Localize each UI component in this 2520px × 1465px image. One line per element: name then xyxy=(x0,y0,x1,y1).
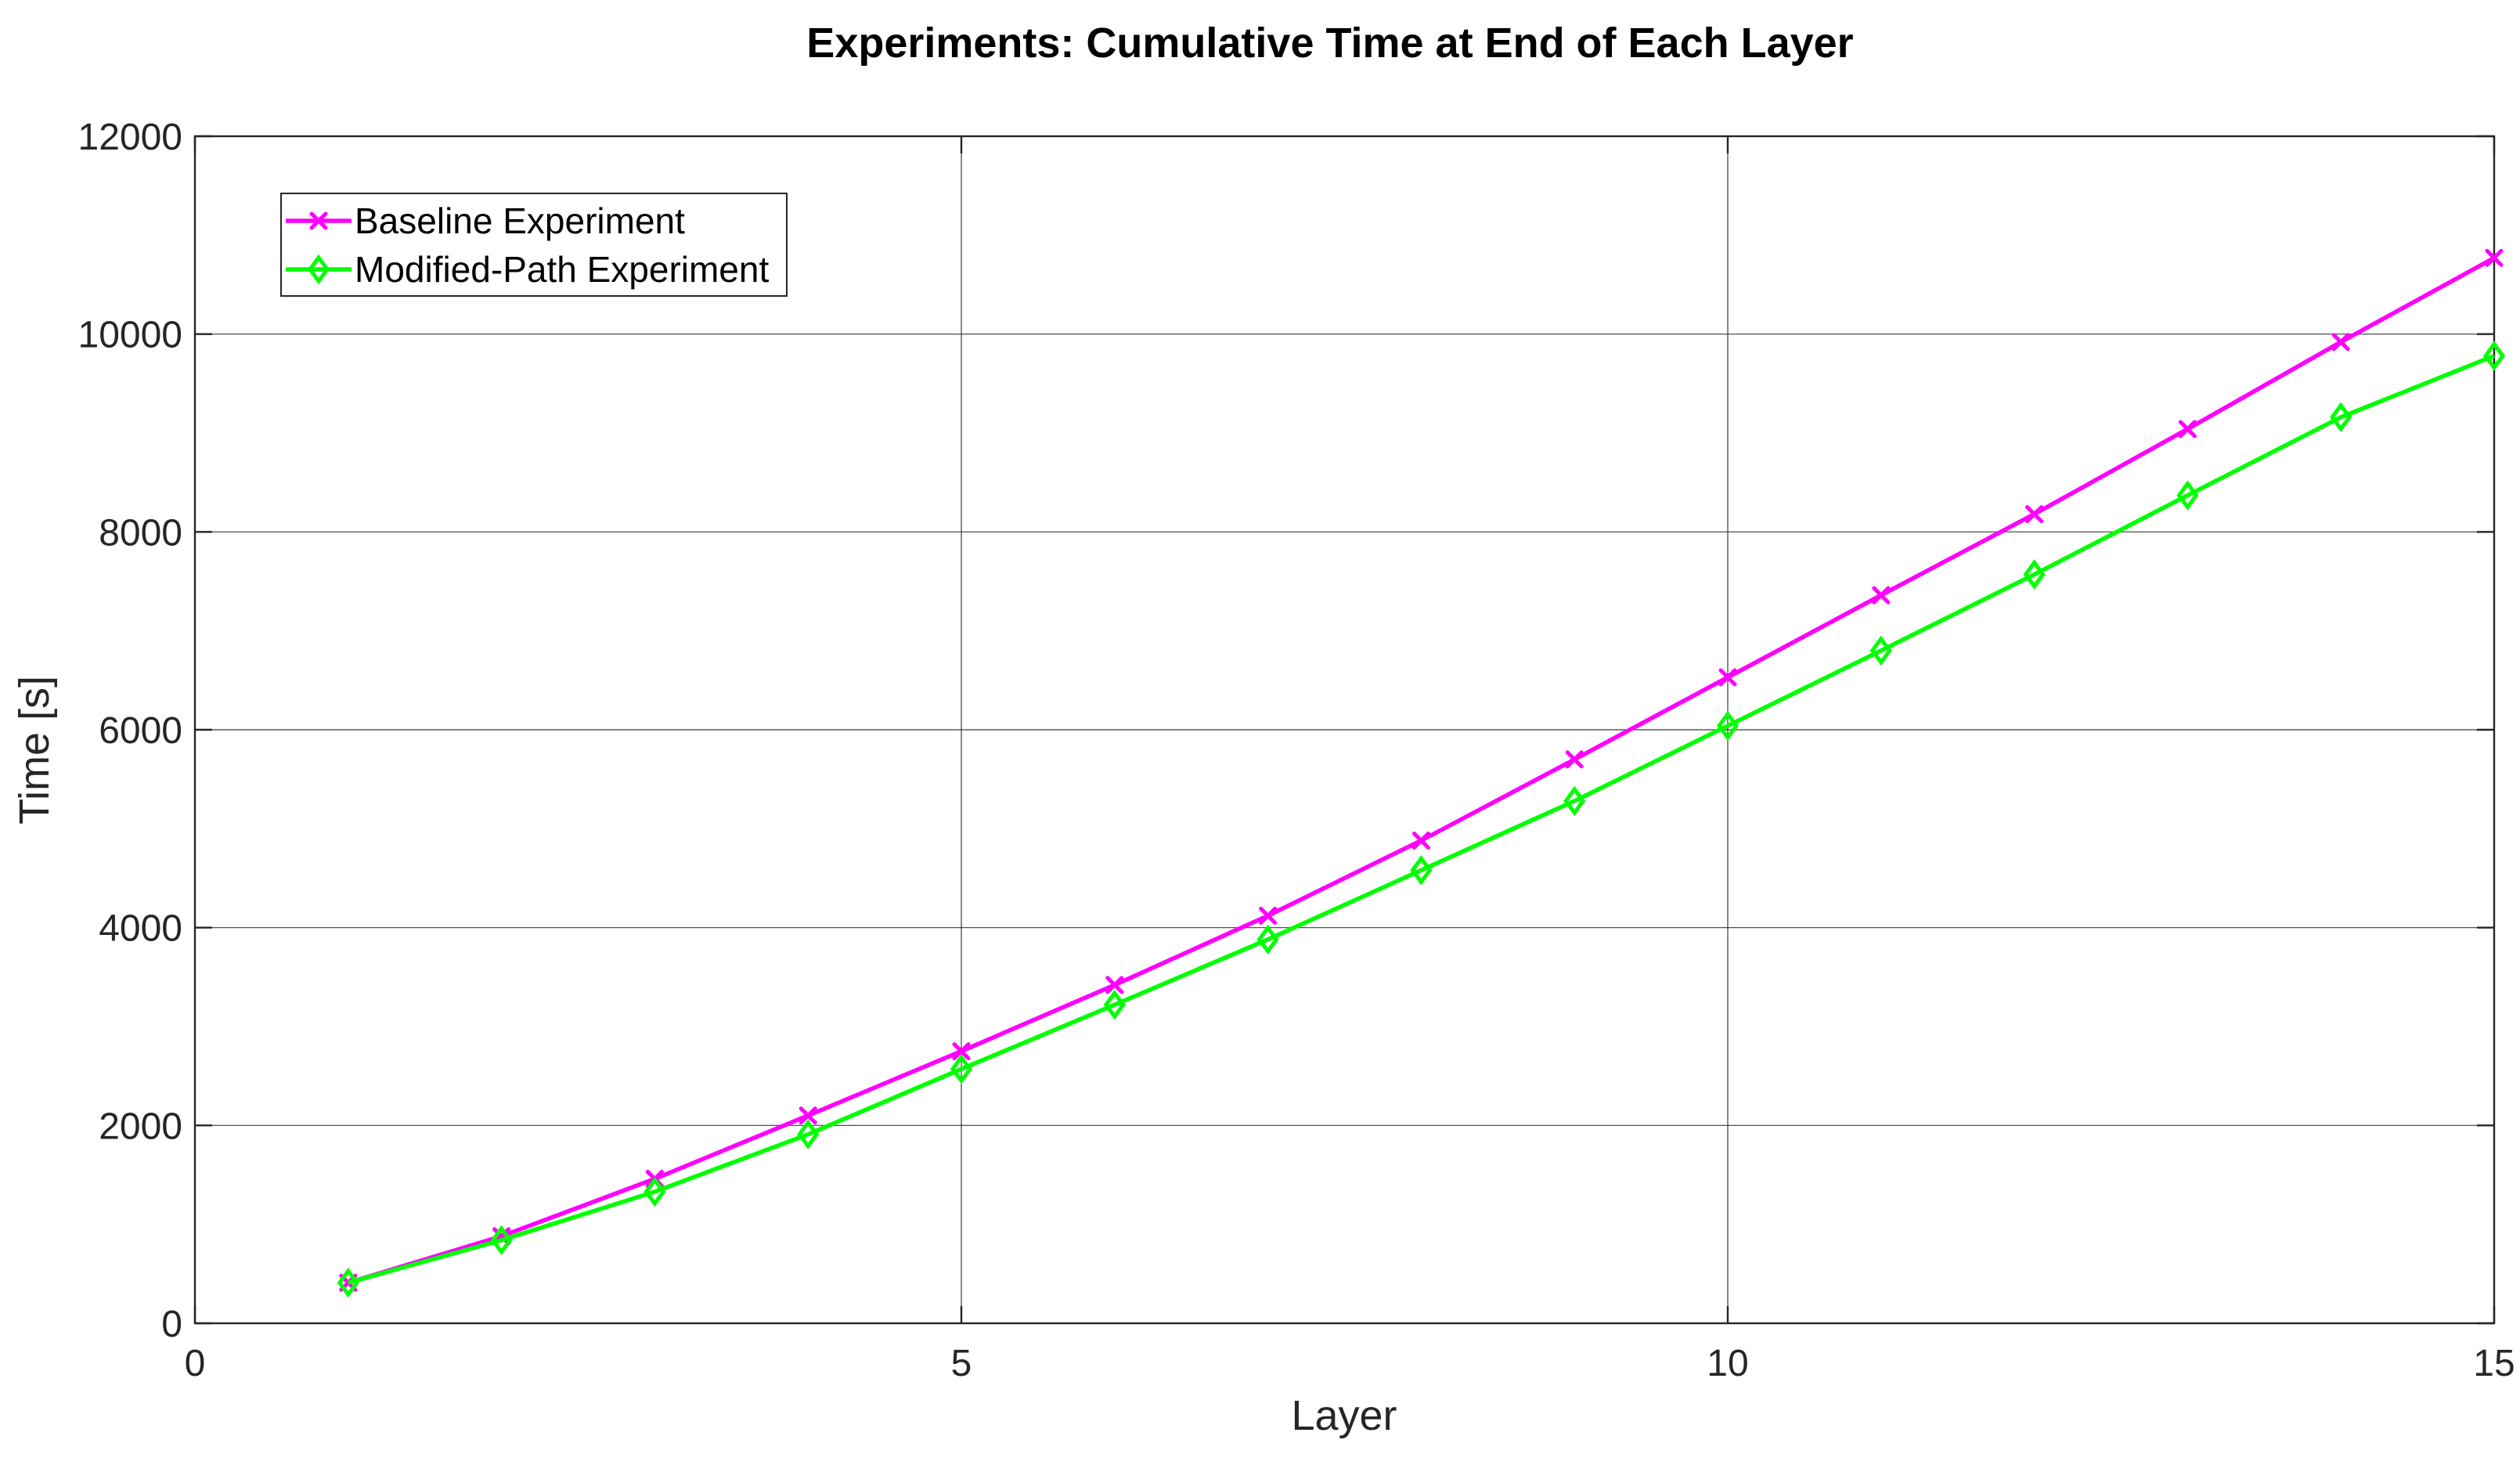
x-marker xyxy=(799,1106,817,1125)
diamond-marker xyxy=(950,1054,973,1084)
tick-labels: 0 5 10 15 0 2000 4000 6000 8000 10000 12000 xyxy=(78,117,2515,1384)
x-marker-stroke xyxy=(952,1042,971,1061)
x-marker-stroke xyxy=(309,211,328,230)
y-tick-label: 10000 xyxy=(78,315,182,356)
diamond-marker xyxy=(797,1119,820,1149)
x-marker xyxy=(2178,420,2197,438)
x-marker xyxy=(2025,505,2044,524)
y-tick-label: 0 xyxy=(161,1304,182,1345)
x-marker-stroke xyxy=(2025,505,2044,524)
legend: Baseline Experiment Modified-Path Experim… xyxy=(280,193,788,297)
diamond-marker xyxy=(2330,402,2352,433)
x-marker-stroke xyxy=(2331,333,2350,352)
diamond-marker xyxy=(1563,785,1586,817)
legend-box xyxy=(280,193,788,297)
x-marker xyxy=(1718,668,1737,687)
diamond-marker xyxy=(1256,924,1279,955)
x-marker xyxy=(309,211,328,230)
x-marker-stroke xyxy=(1718,668,1737,687)
chart-title: Experiments: Cumulative Time at End of E… xyxy=(806,20,1853,67)
x-tick-label: 15 xyxy=(2473,1343,2515,1384)
x-marker xyxy=(1411,831,1430,850)
diamond-marker xyxy=(490,1225,513,1256)
x-marker xyxy=(2331,333,2350,352)
x-marker-stroke xyxy=(1872,586,1891,604)
x-marker xyxy=(952,1042,971,1061)
x-marker xyxy=(2485,248,2504,267)
y-tick-label: 8000 xyxy=(99,512,182,554)
legend-label: Baseline Experiment xyxy=(355,200,685,241)
x-marker-stroke xyxy=(1259,907,1278,926)
diamond-marker xyxy=(1869,635,1892,666)
y-tick-label: 4000 xyxy=(99,908,182,950)
x-tick-label: 5 xyxy=(951,1343,972,1384)
x-marker-stroke xyxy=(2178,420,2197,438)
plot-axes xyxy=(193,135,2496,1325)
legend-label: Modified-Path Experiment xyxy=(355,249,769,290)
grid-lines xyxy=(195,136,2494,1323)
legend-entry: Modified-Path Experiment xyxy=(286,249,769,290)
y-tick-label: 6000 xyxy=(99,710,182,752)
diamond-marker xyxy=(1716,710,1739,742)
x-axis-label: Layer xyxy=(1291,1392,1397,1439)
diamond-marker xyxy=(1410,855,1433,886)
x-marker-stroke xyxy=(1411,831,1430,850)
diamond-marker xyxy=(644,1176,666,1207)
x-marker-stroke xyxy=(2485,248,2504,267)
data-series xyxy=(337,248,2506,1298)
y-tick-label: 2000 xyxy=(99,1106,182,1147)
series-line xyxy=(348,353,2496,1285)
x-tick-label: 10 xyxy=(1707,1343,1748,1384)
diamond-marker xyxy=(307,254,330,285)
x-marker xyxy=(1105,976,1124,994)
x-marker xyxy=(1872,586,1891,604)
diamond-marker xyxy=(2176,480,2199,511)
x-marker-stroke xyxy=(1565,750,1584,769)
x-marker-stroke xyxy=(1105,976,1124,994)
y-axis-label: Time [s] xyxy=(11,676,58,825)
x-marker-stroke xyxy=(799,1106,817,1125)
diamond-marker xyxy=(1103,989,1126,1020)
diamond-marker xyxy=(2482,341,2506,371)
x-marker xyxy=(1565,750,1584,769)
series-2 xyxy=(337,341,2506,1298)
diamond-marker xyxy=(2023,559,2046,590)
diamond-marker xyxy=(337,1267,359,1298)
legend-entry: Baseline Experiment xyxy=(286,200,685,241)
x-tick-label: 0 xyxy=(185,1343,206,1384)
y-tick-label: 12000 xyxy=(78,117,182,158)
x-marker xyxy=(1259,907,1278,926)
